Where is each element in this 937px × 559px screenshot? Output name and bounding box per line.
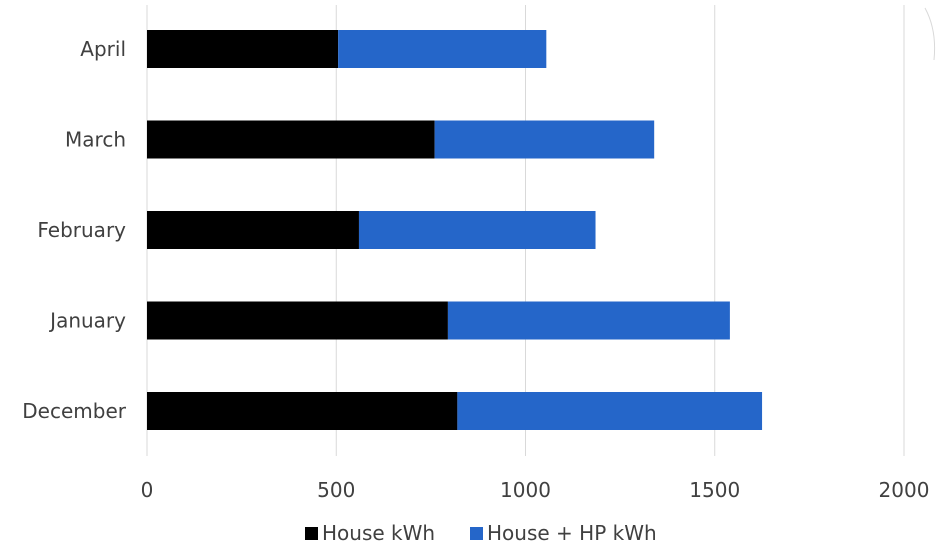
bar-segment-house-hp: [358, 211, 596, 249]
legend-swatch: [305, 527, 318, 540]
x-tick-label: 1000: [500, 478, 551, 502]
bar-segment-house-hp: [338, 30, 547, 68]
category-label: January: [48, 309, 126, 333]
bar-segment-house-hp: [447, 301, 730, 340]
x-tick-label: 1500: [689, 478, 740, 502]
legend-label: House kWh: [322, 521, 435, 545]
x-tick-label: 2000: [879, 478, 930, 502]
category-label: December: [22, 399, 126, 423]
category-labels: December January February March April: [22, 37, 126, 423]
legend-swatch: [470, 527, 483, 540]
bars: [147, 30, 763, 430]
x-tick-label: 0: [141, 478, 154, 502]
category-label: March: [65, 128, 126, 152]
bar-segment-house: [147, 392, 458, 430]
bar-segment-house: [147, 120, 435, 159]
bar-segment-house: [147, 211, 359, 249]
legend: House kWh House + HP kWh: [305, 521, 657, 545]
category-label: April: [80, 37, 126, 61]
legend-label: House + HP kWh: [487, 521, 657, 545]
x-tick-label: 500: [317, 478, 355, 502]
category-label: February: [37, 218, 126, 242]
bar-segment-house-hp: [457, 392, 763, 430]
decorative-edge-arc: [924, 7, 936, 61]
bar-segment-house: [147, 30, 339, 68]
bar-segment-house: [147, 301, 448, 340]
x-tick-labels: 0 500 1000 1500 2000: [141, 478, 930, 502]
bar-segment-house-hp: [434, 120, 655, 159]
